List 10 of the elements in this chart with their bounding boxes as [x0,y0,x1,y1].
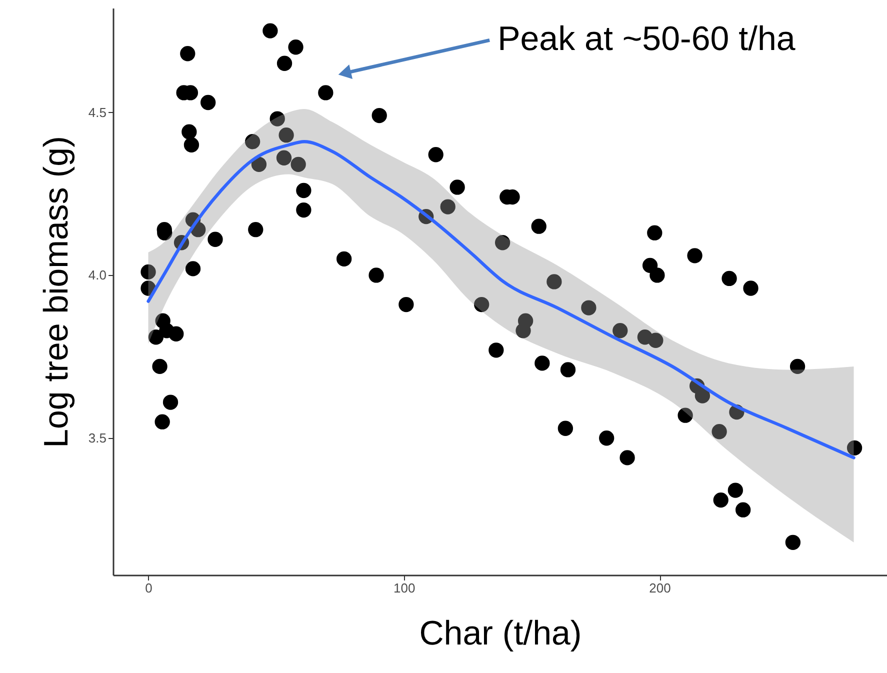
annotation: Peak at ~50-60 t/ha [498,20,796,58]
y-axis-title: Log tree biomass (g) [37,136,76,448]
y-tick-label: 4.0 [88,268,106,283]
x-tick-label: 0 [145,580,152,596]
x-tick-label: 200 [649,580,671,596]
y-tick-label: 3.5 [88,430,106,446]
x-tick-label: 100 [394,580,416,596]
y-tick-label: 4.5 [88,104,106,120]
x-axis-title: Char (t/ha) [419,614,582,652]
line-series [146,140,856,460]
